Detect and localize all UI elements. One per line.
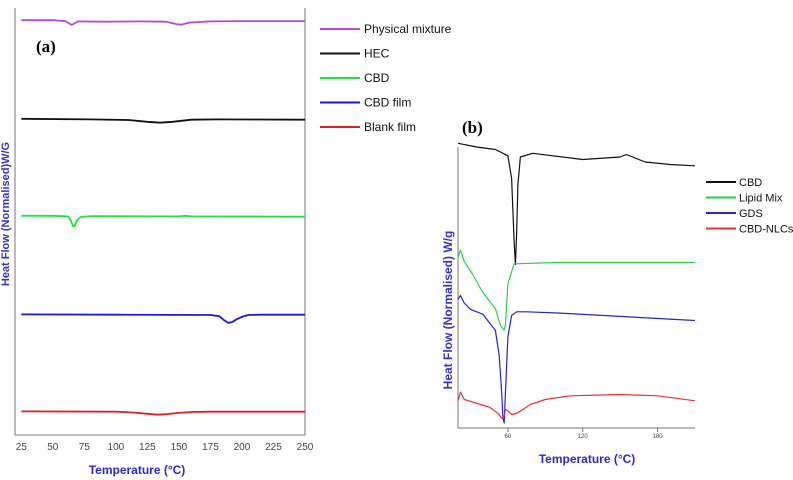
legend-label-cbd: CBD bbox=[739, 177, 762, 189]
x-tick-label: 60 bbox=[505, 434, 512, 440]
x-tick-label: 175 bbox=[202, 442, 219, 453]
legend-label-cbd: CBD bbox=[364, 71, 390, 85]
panel-a-frame bbox=[14, 8, 306, 436]
series-line-cbd-film bbox=[21, 313, 305, 324]
series-line-lipid-mix bbox=[457, 249, 695, 331]
panel-a: (a) 25 50 75 100 125 150 175 200 225 250 Temperat… bbox=[0, 8, 452, 477]
panel-b-x-ticks: 60 120 180 bbox=[505, 428, 664, 440]
panel-b-axes bbox=[457, 147, 695, 429]
series-line-cbd-nlcs bbox=[457, 391, 696, 419]
x-tick-label: 75 bbox=[79, 442, 91, 453]
legend-label-physical-mixture: Physical mixture bbox=[364, 22, 452, 36]
x-tick-label: 250 bbox=[297, 442, 314, 453]
panel-a-legend: Physical mixture HEC CBD CBD film Blank film bbox=[320, 22, 452, 134]
series-line-gds bbox=[457, 294, 696, 424]
panel-a-series bbox=[21, 19, 306, 416]
panel-b-series bbox=[457, 142, 696, 424]
x-tick-label: 125 bbox=[139, 442, 156, 453]
x-tick-label: 120 bbox=[578, 434, 589, 440]
legend-label-cbd-film: CBD film bbox=[364, 96, 411, 110]
panel-b-x-axis-label: Temperature (°C) bbox=[539, 452, 636, 466]
x-tick-label: 225 bbox=[265, 442, 282, 453]
legend-label-hec: HEC bbox=[364, 47, 390, 61]
series-line-blank-film bbox=[21, 410, 305, 416]
legend-label-blank-film: Blank film bbox=[364, 120, 416, 134]
series-line-cbd bbox=[21, 214, 306, 228]
panel-label-b: (b) bbox=[462, 118, 483, 137]
legend-label-cbd-nlcs: CBD-NLCs bbox=[739, 224, 793, 236]
series-line-physical-mixture bbox=[21, 19, 305, 26]
x-tick-label: 100 bbox=[108, 442, 125, 453]
x-tick-label: 180 bbox=[653, 434, 664, 440]
panel-b-y-axis-label: Heat Flow (Normalised) W/g bbox=[441, 231, 455, 390]
legend-label-gds: GDS bbox=[739, 208, 763, 220]
x-tick-label: 150 bbox=[171, 442, 188, 453]
panel-b: (b) 60 120 180 Temperature (°C) Heat Flow … bbox=[441, 118, 793, 466]
series-line-hec bbox=[21, 117, 306, 124]
legend-label-lipid-mix: Lipid Mix bbox=[739, 193, 783, 205]
panel-a-x-axis-label: Temperature (°C) bbox=[89, 463, 186, 477]
x-tick-label: 25 bbox=[16, 442, 28, 453]
panel-a-y-axis-label: Heat Flow (Normalised)W/G bbox=[0, 142, 12, 286]
x-tick-label: 50 bbox=[47, 442, 59, 453]
panel-b-legend: CBD Lipid Mix GDS CBD-NLCs bbox=[706, 177, 793, 236]
x-tick-label: 200 bbox=[234, 442, 251, 453]
panel-label-a: (a) bbox=[36, 37, 56, 56]
series-line-cbd bbox=[457, 142, 696, 266]
panel-a-x-ticks: 25 50 75 100 125 150 175 200 225 250 bbox=[16, 442, 314, 453]
